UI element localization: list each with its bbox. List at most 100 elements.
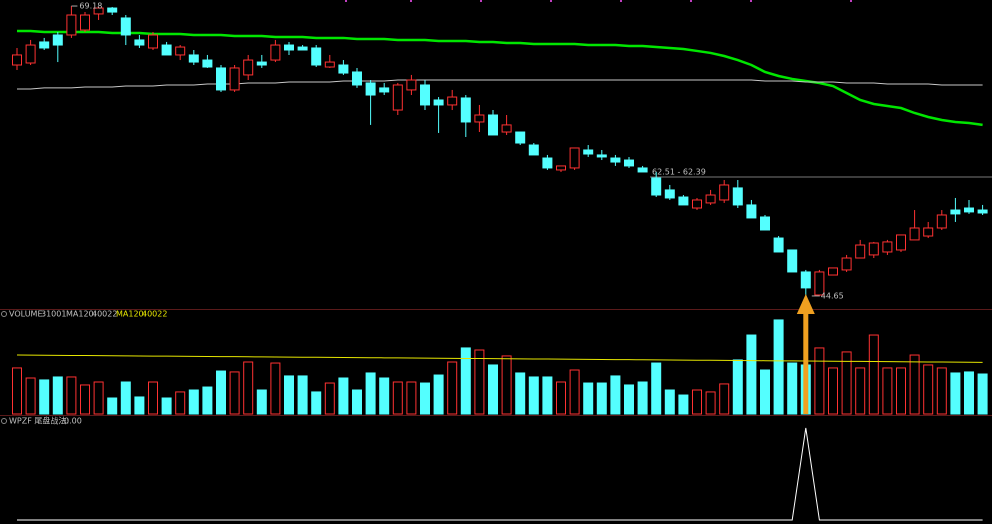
indicator-label: WPZF 尾盘战法: — [9, 416, 69, 426]
volume-bar — [678, 394, 689, 415]
ma-value: 40022 — [142, 310, 167, 319]
candle-body — [12, 54, 22, 66]
candle-body — [637, 167, 648, 173]
volume-bar — [12, 367, 22, 415]
volume-bar — [705, 391, 716, 415]
candle-body — [284, 44, 294, 51]
volume-bar — [379, 377, 390, 415]
candle-body — [855, 244, 866, 259]
candle-body — [379, 87, 390, 93]
candle-body — [66, 14, 77, 36]
candle-body — [760, 216, 770, 231]
volume-bar — [515, 372, 526, 415]
candle-body — [256, 61, 267, 66]
reference-label: 62.51 - 62.39 — [652, 168, 706, 177]
volume-bar — [134, 396, 145, 415]
candle-body — [596, 154, 607, 158]
top-marker — [620, 0, 622, 2]
candle-body — [93, 7, 104, 15]
candle-body — [338, 64, 349, 74]
candle-body — [678, 196, 689, 206]
candle-body — [352, 71, 362, 86]
volume-bar — [216, 370, 226, 415]
candle-body — [297, 46, 308, 51]
volume-bar — [787, 362, 798, 415]
candle-body — [392, 84, 403, 111]
indicator-value: 0.00 — [64, 417, 82, 426]
volume-bar — [964, 371, 974, 415]
candle-body — [243, 59, 254, 76]
volume-bar — [420, 382, 430, 415]
volume-bar — [501, 355, 512, 415]
volume-bar — [460, 347, 471, 415]
candle-body — [52, 34, 63, 46]
candle-body — [216, 67, 226, 91]
volume-bar — [352, 389, 362, 415]
candle-body — [814, 271, 825, 296]
candle-body — [664, 189, 675, 199]
volume-bar — [556, 381, 566, 415]
volume-bar — [596, 382, 607, 415]
volume-bar — [447, 361, 458, 415]
volume-bar — [637, 381, 648, 415]
volume-bar — [324, 382, 335, 415]
candle-body — [515, 131, 526, 144]
volume-bar — [746, 334, 757, 415]
ma-label: MA120: — [66, 310, 96, 319]
volume-bar — [624, 384, 634, 415]
high-label: 69.18 — [79, 2, 102, 11]
volume-ma — [16, 354, 983, 363]
volume-bar — [773, 319, 784, 415]
candle-body — [433, 99, 444, 106]
candle-body — [175, 46, 186, 56]
candle-body — [800, 271, 811, 289]
candle-body — [188, 54, 199, 63]
top-marker — [410, 0, 412, 2]
candle-body — [474, 114, 485, 123]
candle-body — [270, 44, 281, 61]
volume-bar — [284, 375, 294, 415]
candle-body — [732, 187, 743, 206]
candle-body — [950, 209, 961, 215]
candle-body — [134, 39, 145, 46]
volume-bar — [719, 383, 730, 415]
candle-body — [828, 267, 838, 276]
candle-body — [39, 41, 50, 49]
candle-body — [936, 214, 947, 229]
volume-bar — [229, 371, 240, 415]
candle-body — [488, 114, 498, 136]
candle-body — [107, 7, 118, 13]
candle-body — [882, 241, 893, 253]
volume-bar — [188, 389, 199, 415]
volume-bar — [297, 375, 308, 415]
signal-line — [17, 427, 983, 521]
volume-bar — [488, 364, 498, 415]
top-marker — [480, 0, 482, 2]
candle-body — [406, 79, 417, 91]
volume-bar — [406, 381, 417, 415]
volume-bar — [93, 381, 104, 415]
volume-bar — [923, 364, 934, 415]
top-marker — [750, 0, 752, 2]
volume-bar — [392, 381, 403, 415]
volume-bar — [528, 376, 539, 415]
volume-bar — [338, 377, 349, 415]
volume-bar — [732, 359, 743, 415]
candle-body — [787, 249, 798, 273]
volume-bar — [542, 376, 553, 415]
volume-bar — [814, 347, 825, 415]
candle-body — [556, 165, 566, 171]
volume-bar — [950, 372, 961, 415]
moving-average — [17, 79, 983, 90]
candle-body — [896, 234, 906, 251]
candle-body — [148, 34, 158, 49]
candle-body — [420, 84, 430, 106]
top-marker — [690, 0, 692, 2]
volume-bar — [664, 389, 675, 415]
candle-body — [964, 207, 974, 213]
candle-body — [868, 242, 879, 256]
candle-body — [569, 147, 580, 169]
volume-bar — [25, 377, 36, 415]
volume-bar — [52, 376, 63, 415]
